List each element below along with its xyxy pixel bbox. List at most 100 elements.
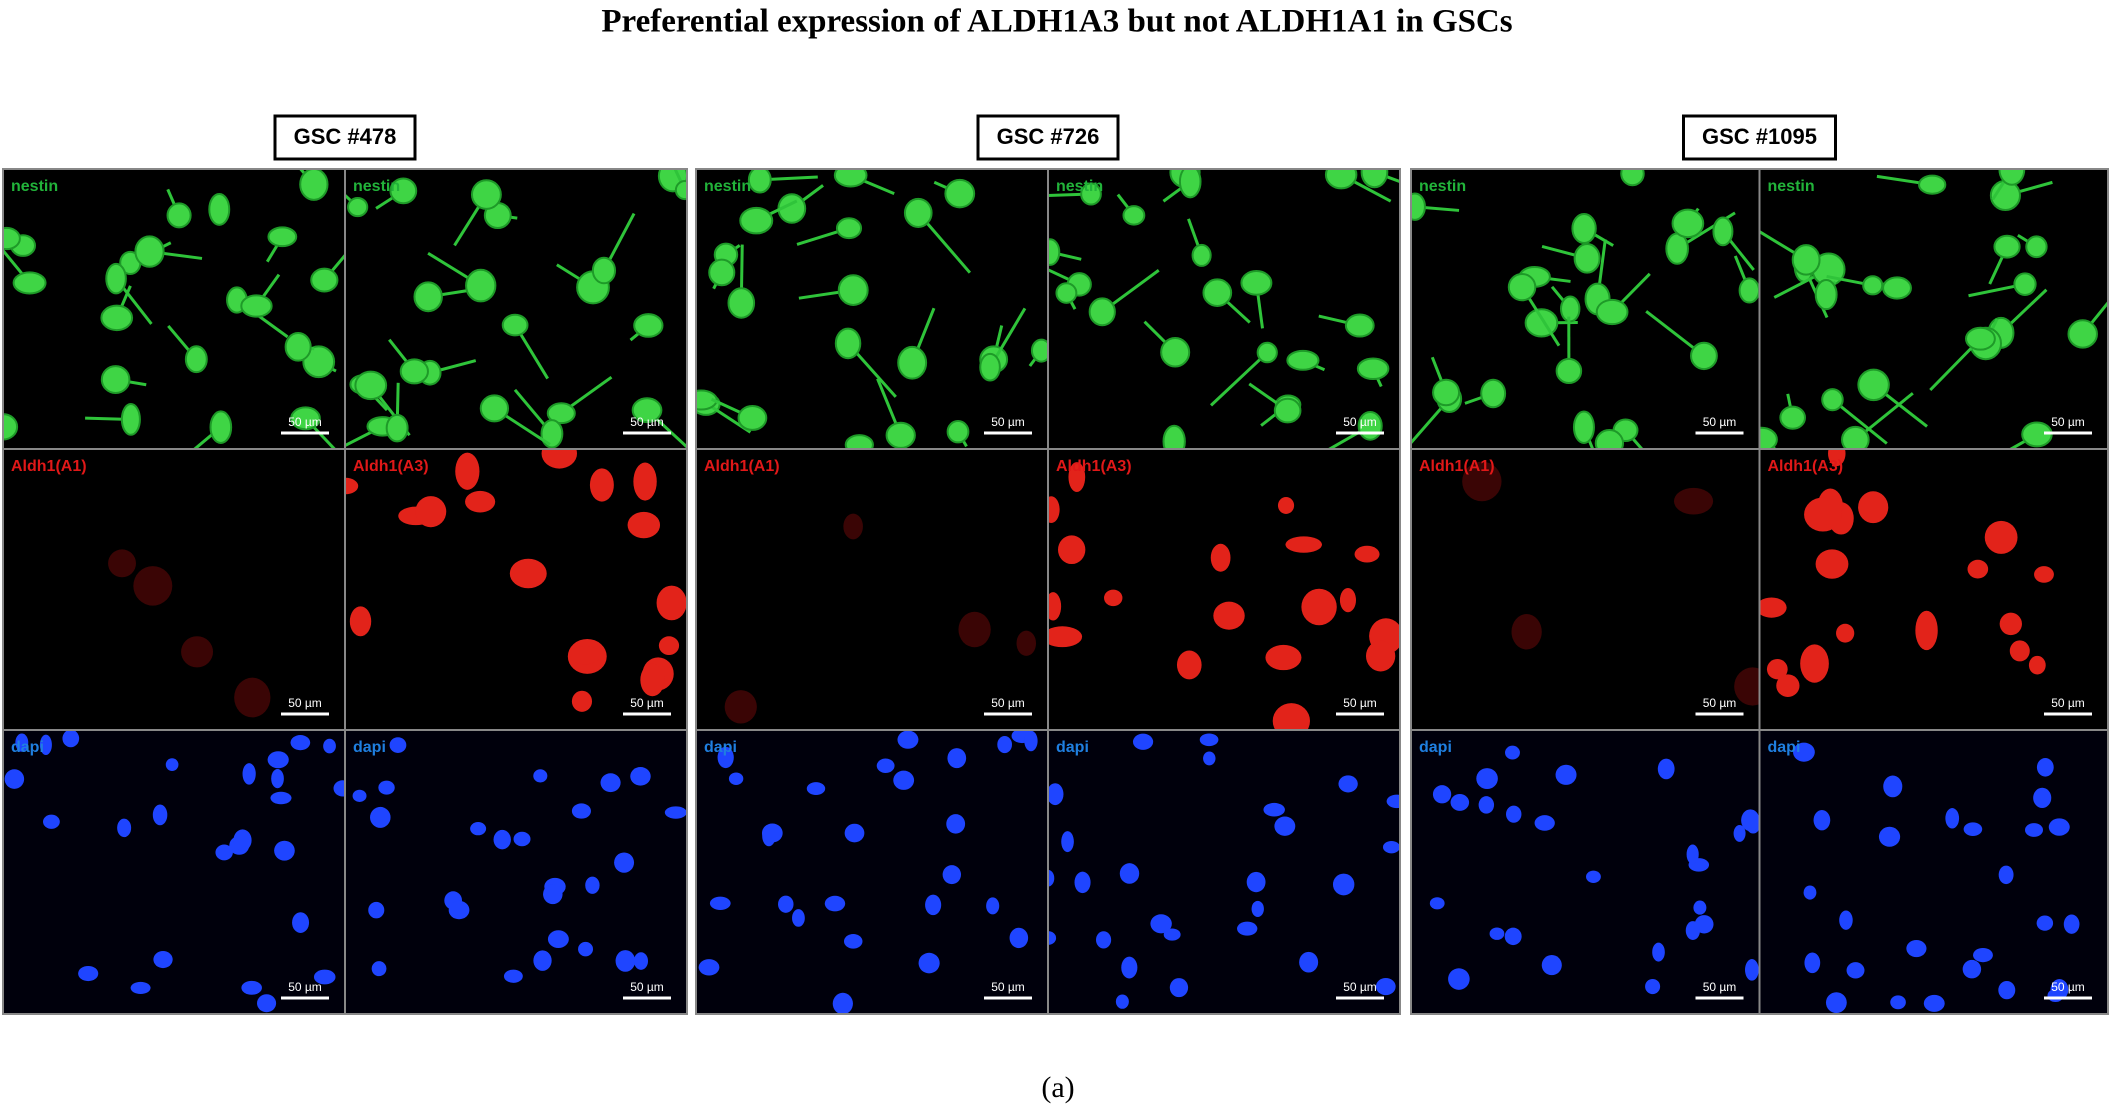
cell [724, 690, 757, 724]
cell [1104, 589, 1123, 607]
nucleus [274, 840, 295, 861]
nucleus [1883, 775, 1903, 798]
cell [1759, 597, 1787, 618]
cell [299, 169, 329, 201]
cell [1555, 357, 1583, 385]
cells [108, 549, 271, 718]
cell-process [1209, 351, 1269, 407]
nucleus [2048, 818, 2070, 836]
cell [834, 327, 862, 360]
scale-bar-label: 50 µm [991, 696, 1025, 710]
nucleus [533, 950, 552, 971]
nucleus [215, 844, 233, 861]
cell [2028, 655, 2046, 675]
scale-bar-label: 50 µm [991, 980, 1025, 994]
cell [1057, 535, 1086, 565]
scale-bar-label: 50 µm [630, 696, 664, 710]
nucleus [918, 952, 940, 974]
cell [1665, 232, 1689, 265]
scale-bar-label: 50 µm [1343, 415, 1377, 429]
cell [1016, 630, 1037, 656]
cell [903, 197, 933, 228]
cell [385, 413, 409, 443]
nucleus [578, 941, 594, 957]
scale-bar-label: 50 µm [1703, 415, 1737, 429]
nucleus [1150, 914, 1172, 934]
cell [2025, 235, 2048, 259]
panel-label: Aldh1(A3) [1768, 458, 1844, 475]
nucleus [1555, 764, 1577, 785]
nucleus [39, 734, 52, 755]
cell [399, 358, 429, 385]
panel-label: nestin [353, 178, 400, 195]
cell [1160, 336, 1191, 368]
nucleus [1878, 826, 1901, 847]
cell [589, 468, 614, 502]
nucleus [1652, 942, 1665, 962]
group-label-box [976, 114, 1120, 161]
panel-label: dapi [1419, 739, 1452, 756]
micrograph-background [345, 449, 687, 730]
cell-process [345, 193, 359, 209]
nucleus [1793, 742, 1815, 762]
cell [1178, 169, 1202, 199]
cell [184, 345, 208, 374]
group-label: GSC #726 [997, 124, 1100, 149]
nucleus [2036, 758, 2054, 777]
nucleus [1132, 733, 1154, 750]
cells [4, 730, 345, 1013]
cells [1411, 169, 1760, 449]
nucleus [2036, 915, 2054, 931]
cell [1766, 659, 1788, 680]
cell [345, 477, 359, 495]
panel-label: Aldh1(A1) [11, 458, 87, 475]
nucleus [1741, 809, 1760, 832]
nucleus [1963, 822, 1983, 837]
nucleus [1998, 980, 2016, 1000]
nucleus [1338, 775, 1358, 793]
nucleus [997, 736, 1012, 754]
nucleus [533, 769, 548, 783]
nucleus [448, 900, 470, 920]
cell [1272, 703, 1310, 730]
cells [1793, 742, 2080, 1013]
nucleus [1506, 805, 1522, 823]
nucleus [1121, 956, 1138, 979]
nucleus [242, 763, 256, 785]
nucleus [1973, 947, 1993, 963]
cell [1202, 278, 1233, 307]
nucleus [1804, 952, 1821, 974]
cell [501, 313, 529, 337]
nucleus [1074, 871, 1091, 894]
cells [1759, 169, 2108, 449]
cell [100, 365, 131, 395]
panel-label: nestin [704, 178, 751, 195]
cell [1759, 426, 1778, 449]
group-label: GSC #478 [294, 124, 397, 149]
cell [1048, 626, 1083, 648]
nucleus [1504, 927, 1522, 946]
panel-label: nestin [1056, 178, 1103, 195]
nucleus [152, 804, 168, 826]
micrograph: Aldh1(A1) 50 µm [1410, 448, 1761, 731]
nucleus [547, 930, 569, 949]
nucleus [503, 969, 523, 983]
cell [1671, 208, 1705, 239]
cell [1088, 297, 1116, 327]
micrograph: dapi 50 µm [1758, 729, 2109, 1015]
cell [946, 420, 970, 444]
cell [541, 449, 578, 469]
cell [843, 513, 863, 540]
cell [708, 258, 736, 287]
nucleus [615, 950, 636, 972]
nucleus [1375, 977, 1396, 996]
nucleus [1332, 873, 1355, 896]
cell-process [1831, 398, 1888, 445]
micrograph-background [696, 730, 1048, 1014]
scale-bar-label: 50 µm [288, 980, 322, 994]
panel-label: dapi [1768, 739, 1801, 756]
cell [1354, 545, 1380, 563]
cell [234, 677, 271, 718]
cell [1821, 388, 1844, 412]
nucleus [267, 751, 289, 769]
